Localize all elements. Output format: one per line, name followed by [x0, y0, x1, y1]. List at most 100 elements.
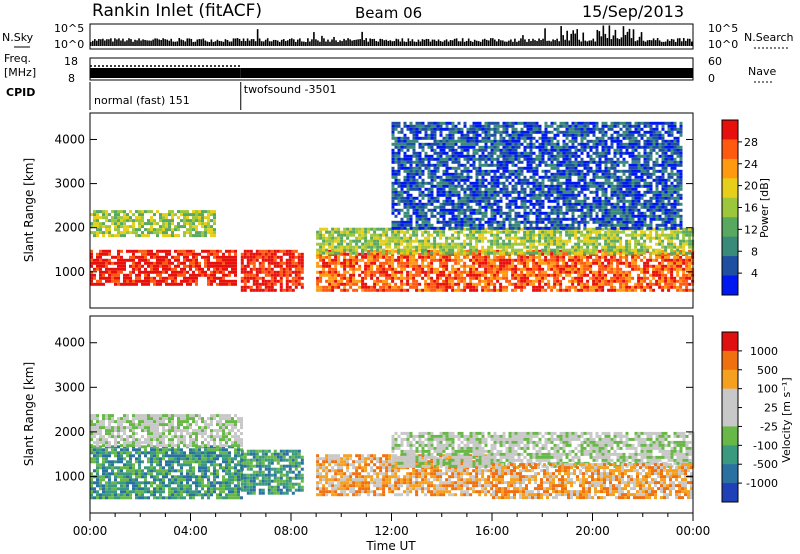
- heatmap-cell: [418, 154, 422, 158]
- heatmap-cell: [439, 130, 443, 134]
- heatmap-cell: [541, 205, 545, 209]
- heatmap-cell: [391, 157, 395, 161]
- heatmap-cell: [454, 178, 458, 182]
- heatmap-cell: [541, 276, 545, 280]
- nsky-bar: [520, 38, 522, 46]
- heatmap-cell: [466, 136, 470, 140]
- heatmap-cell: [445, 127, 449, 131]
- heatmap-cell: [457, 261, 461, 265]
- heatmap-cell: [475, 202, 479, 206]
- heatmap-cell: [511, 264, 515, 268]
- heatmap-cell: [460, 245, 464, 249]
- heatmap-cell: [523, 242, 527, 246]
- heatmap-cell: [448, 236, 452, 240]
- heatmap-cell: [430, 251, 434, 255]
- heatmap-cell: [343, 282, 347, 286]
- heatmap-cell: [406, 184, 410, 188]
- heatmap-cell: [469, 175, 473, 179]
- heatmap-cell: [517, 211, 521, 215]
- heatmap-cell: [682, 276, 686, 280]
- heatmap-cell: [475, 276, 479, 280]
- heatmap-cell: [472, 233, 476, 237]
- heatmap-cell: [102, 231, 105, 235]
- heatmap-cell: [349, 282, 353, 286]
- heatmap-cell: [475, 223, 479, 227]
- heatmap-cell: [616, 279, 620, 283]
- heatmap-cell: [499, 136, 503, 140]
- heatmap-cell: [478, 249, 482, 253]
- heatmap-cell: [469, 214, 473, 218]
- heatmap-cell: [373, 230, 377, 234]
- heatmap-cell: [517, 142, 521, 146]
- heatmap-cell: [391, 248, 395, 252]
- heatmap-cell: [183, 234, 186, 238]
- nsky-bar: [592, 38, 595, 46]
- heatmap-cell: [538, 190, 542, 194]
- heatmap-cell: [655, 236, 659, 240]
- heatmap-cell: [421, 230, 425, 234]
- heatmap-cell: [412, 205, 416, 209]
- heatmap-cell: [481, 172, 485, 176]
- heatmap-cell: [619, 252, 623, 256]
- heatmap-cell: [454, 258, 458, 262]
- heatmap-cell: [415, 273, 419, 277]
- heatmap-cell: [388, 249, 392, 253]
- heatmap-cell: [409, 220, 413, 224]
- heatmap-cell: [99, 252, 102, 256]
- heatmap-cell: [490, 205, 494, 209]
- heatmap-cell: [475, 175, 479, 179]
- heatmap-cell: [460, 196, 464, 200]
- heatmap-cell: [466, 199, 470, 203]
- heatmap-cell: [322, 233, 326, 237]
- heatmap-cell: [655, 258, 659, 262]
- heatmap-cell: [391, 133, 395, 137]
- heatmap-cell: [496, 270, 500, 274]
- heatmap-cell: [667, 261, 671, 265]
- heatmap-cell: [526, 151, 530, 155]
- heatmap-cell: [198, 222, 201, 226]
- heatmap-cell: [574, 276, 578, 280]
- heatmap-cell: [370, 248, 374, 252]
- heatmap-cell: [688, 236, 692, 240]
- heatmap-cell: [240, 279, 244, 283]
- heatmap-cell: [598, 236, 602, 240]
- heatmap-cell: [219, 282, 222, 286]
- heatmap-cell: [478, 233, 482, 237]
- heatmap-cell: [373, 282, 377, 286]
- heatmap-cell: [454, 151, 458, 155]
- heatmap-cell: [234, 249, 237, 253]
- heatmap-cell: [430, 208, 434, 212]
- heatmap-cell: [385, 270, 389, 274]
- heatmap-cell: [442, 148, 446, 152]
- heatmap-cell: [379, 239, 383, 243]
- nsearch-label: N.Search: [744, 31, 794, 44]
- heatmap-cell: [171, 279, 174, 283]
- heatmap-cell: [592, 282, 596, 286]
- heatmap-cell: [487, 226, 491, 230]
- heatmap-cell: [493, 130, 497, 134]
- heatmap-cell: [580, 273, 584, 277]
- heatmap-cell: [604, 255, 608, 259]
- heatmap-cell: [532, 151, 536, 155]
- heatmap-cell: [270, 288, 274, 292]
- heatmap-cell: [517, 276, 521, 280]
- heatmap-cell: [493, 148, 497, 152]
- heatmap-cell: [457, 208, 461, 212]
- nsky-bar: [518, 40, 520, 46]
- heatmap-cell: [547, 273, 551, 277]
- heatmap-cell: [111, 273, 114, 277]
- heatmap-cell: [544, 248, 548, 252]
- heatmap-cell: [499, 236, 503, 240]
- heatmap-cell: [484, 142, 488, 146]
- heatmap-cell: [685, 239, 689, 243]
- heatmap-cell: [96, 234, 99, 238]
- heatmap-cell: [267, 279, 271, 283]
- heatmap-cell: [565, 273, 569, 277]
- heatmap-cell: [475, 255, 479, 259]
- heatmap-cell: [499, 154, 503, 158]
- heatmap-cell: [421, 258, 425, 262]
- heatmap-cell: [370, 270, 374, 274]
- heatmap-cell: [385, 276, 389, 280]
- heatmap-cell: [622, 279, 626, 283]
- heatmap-cell: [331, 288, 335, 292]
